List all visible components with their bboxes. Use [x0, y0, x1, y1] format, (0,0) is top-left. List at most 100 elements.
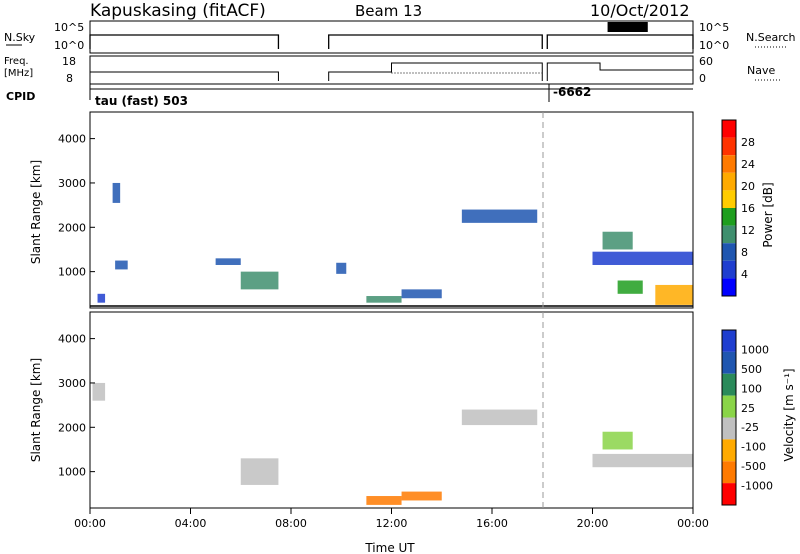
colorbar-tick-label: 16 — [741, 202, 755, 215]
range-tick-label: 4000 — [58, 133, 86, 146]
noise-left-tick-bottom: 10^0 — [54, 39, 84, 52]
colorbar-tick-label: 12 — [741, 224, 755, 237]
heatmap-cell — [92, 382, 106, 401]
colorbar-tick-label: -500 — [741, 460, 766, 473]
station-title: Kapuskasing (fitACF) — [90, 1, 266, 21]
freq-right-tick-top: 60 — [699, 55, 713, 68]
colorbar-frame — [721, 119, 737, 297]
time-axis-label: Time UT — [364, 541, 415, 554]
heatmap-cell — [592, 453, 693, 468]
range-tick-label: 2000 — [58, 421, 86, 434]
heatmap-cell — [366, 496, 402, 505]
heatmap-cell — [655, 284, 693, 305]
power-colorbar-label: Power [dB] — [761, 182, 775, 247]
time-tick-label: 04:00 — [175, 517, 207, 530]
colorbar-swatch — [722, 351, 736, 374]
cpid-label: CPID — [6, 90, 35, 103]
colorbar-swatch — [722, 190, 736, 208]
freq-trace — [89, 71, 279, 81]
freq-trace — [546, 62, 693, 81]
power-panel-frame — [89, 111, 694, 309]
freq-right-tick-bottom: 0 — [699, 72, 706, 85]
colorbar-swatch — [722, 260, 736, 279]
freq-left-label-2: [MHz] — [4, 68, 33, 79]
range-tick-label: 3000 — [58, 177, 86, 190]
colorbar-tick-label: 100 — [741, 382, 762, 395]
colorbar-swatch — [722, 155, 736, 173]
heatmap-cell — [617, 280, 643, 294]
freq-right-label: Nave — [747, 64, 775, 77]
colorbar-frame — [721, 329, 737, 506]
power-heatmap — [97, 182, 693, 305]
colorbar-tick-label: 500 — [741, 363, 762, 376]
colorbar-swatch — [722, 278, 736, 296]
noise-left-tick-top: 10^5 — [54, 21, 84, 34]
noise-left-label: N.Sky — [4, 31, 36, 44]
heatmap-cell — [602, 231, 633, 250]
velocity-colorbar-label: Velocity [m s⁻¹] — [782, 368, 796, 461]
date-title: 10/Oct/2012 — [590, 1, 690, 20]
colorbar-swatch — [722, 208, 736, 226]
power-ylabel: Slant Range [km] — [29, 160, 43, 264]
time-tick-label: 16:00 — [476, 517, 508, 530]
heatmap-cell — [602, 431, 633, 450]
time-tick-label: 00:00 — [74, 517, 106, 530]
colorbar-swatch — [722, 483, 736, 505]
noise-sky-trace — [328, 34, 543, 49]
colorbar-tick-label: 1000 — [741, 343, 769, 356]
time-axis-ticks: 00:00 04:00 08:00 12:00 16:00 20:00 00:00 — [74, 508, 709, 530]
colorbar-tick-label: 25 — [741, 402, 755, 415]
time-tick-label: 00:00 — [677, 517, 709, 530]
colorbar-swatch — [722, 243, 736, 261]
colorbar-swatch — [722, 461, 736, 484]
velocity-panel-frame — [89, 311, 694, 509]
heatmap-cell — [240, 271, 279, 290]
cpid-mode: tau (fast) 503 — [95, 94, 188, 108]
colorbar-swatch — [722, 330, 736, 352]
colorbar-tick-label: 24 — [741, 158, 755, 171]
noise-right-tick-bottom: 10^0 — [699, 39, 729, 52]
noise-search-burst — [607, 22, 648, 32]
power-yticks: 1000 2000 3000 4000 — [58, 133, 95, 279]
colorbar-tick-label: 20 — [741, 180, 755, 193]
freq-trace — [328, 62, 543, 81]
colorbar-swatch — [722, 137, 736, 156]
colorbar-swatch — [722, 120, 736, 138]
colorbar-tick-label: -100 — [741, 441, 766, 454]
freq-left-tick-bottom: 8 — [66, 72, 73, 85]
velocity-ylabel: Slant Range [km] — [29, 358, 43, 462]
colorbar-tick-label: 28 — [741, 136, 755, 149]
heatmap-cell — [112, 182, 121, 203]
range-tick-label: 3000 — [58, 377, 86, 390]
freq-left-tick-top: 18 — [62, 55, 76, 68]
heatmap-cell — [215, 258, 241, 265]
freq-left-label-1: Freq. — [4, 56, 29, 67]
colorbar-swatch — [722, 373, 736, 396]
heatmap-cell — [461, 209, 538, 223]
heatmap-cell — [401, 289, 442, 299]
colorbar-tick-label: -25 — [741, 421, 759, 434]
heatmap-cell — [401, 491, 442, 501]
velocity-yticks: 1000 2000 3000 4000 — [58, 333, 95, 479]
heatmap-cell — [240, 458, 279, 485]
time-tick-label: 12:00 — [376, 517, 408, 530]
range-tick-label: 1000 — [58, 466, 86, 479]
range-tick-label: 2000 — [58, 221, 86, 234]
noise-right-tick-top: 10^5 — [699, 21, 729, 34]
time-tick-label: 20:00 — [577, 517, 609, 530]
colorbar-swatch — [722, 172, 736, 191]
noise-right-label: N.Search — [746, 31, 796, 44]
heatmap-cell — [115, 260, 128, 270]
freq-traces — [89, 62, 693, 81]
noise-panel-frame — [89, 20, 694, 54]
heatmap-cell — [336, 262, 347, 274]
heatmap-cell — [97, 293, 106, 303]
colorbar-tick-label: 8 — [741, 246, 748, 259]
colorbar-swatch — [722, 417, 736, 440]
colorbar-swatch — [722, 225, 736, 244]
noise-sky-trace — [546, 34, 694, 49]
range-tick-label: 4000 — [58, 333, 86, 346]
power-colorbar: 28 24 20 16 12 8 4 — [721, 119, 755, 297]
colorbar-swatch — [722, 439, 736, 462]
